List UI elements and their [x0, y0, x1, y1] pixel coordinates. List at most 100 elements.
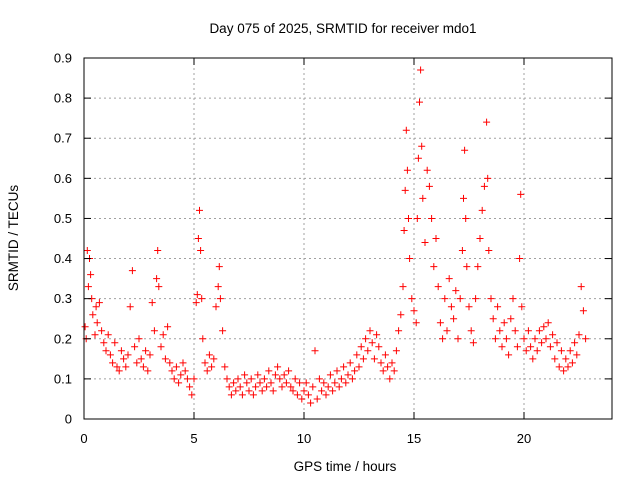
data-point	[474, 263, 482, 271]
data-point	[469, 339, 477, 347]
y-axis-label: SRMTID / TECUs	[6, 185, 21, 292]
data-point	[353, 351, 361, 359]
data-point	[212, 303, 220, 311]
data-point	[544, 319, 552, 327]
data-point	[560, 367, 568, 375]
data-point	[381, 351, 389, 359]
data-point	[318, 387, 326, 395]
data-point	[408, 295, 416, 303]
y-tick-label: 0.7	[54, 131, 72, 146]
data-point	[146, 351, 154, 359]
data-point	[164, 323, 172, 331]
data-point	[373, 331, 381, 339]
data-point	[109, 359, 117, 367]
data-point	[254, 371, 262, 379]
data-point	[535, 327, 543, 335]
data-point	[193, 291, 201, 299]
data-point	[81, 323, 89, 331]
data-point	[480, 182, 488, 190]
data-point	[366, 327, 374, 335]
data-point	[450, 315, 458, 323]
data-point	[410, 307, 418, 315]
data-point	[100, 339, 108, 347]
data-point	[401, 186, 409, 194]
data-point	[215, 263, 223, 271]
data-point	[194, 235, 202, 242]
data-point	[377, 359, 385, 367]
data-point	[293, 391, 301, 399]
data-point	[117, 347, 125, 355]
data-point	[388, 359, 396, 367]
data-point	[412, 319, 420, 327]
data-point	[472, 295, 480, 303]
x-tick-label: 10	[297, 431, 311, 446]
data-point	[177, 371, 185, 379]
data-point	[243, 379, 251, 387]
data-point	[309, 383, 317, 391]
data-point	[425, 182, 433, 190]
data-point	[131, 343, 139, 351]
data-point	[159, 331, 167, 339]
data-point	[400, 226, 408, 234]
data-point	[208, 363, 216, 371]
data-point	[102, 347, 110, 355]
x-tick-label: 5	[190, 431, 197, 446]
y-tick-label: 0	[65, 412, 72, 427]
data-point	[568, 359, 576, 367]
data-point	[205, 351, 213, 359]
data-point	[557, 347, 565, 355]
data-point	[291, 375, 299, 383]
data-point	[124, 351, 132, 359]
data-point	[263, 383, 271, 391]
data-point	[192, 299, 200, 307]
data-point	[496, 327, 504, 335]
data-point	[421, 239, 429, 247]
data-point	[357, 343, 365, 351]
data-point	[313, 395, 321, 403]
data-point	[533, 347, 541, 355]
data-point	[232, 387, 240, 395]
data-point	[463, 263, 471, 271]
data-point	[494, 303, 502, 311]
data-point	[329, 387, 337, 395]
data-point	[148, 299, 156, 307]
data-point	[210, 355, 218, 363]
data-point	[337, 375, 345, 383]
data-point	[214, 283, 222, 291]
data-point	[285, 367, 293, 375]
data-point	[483, 118, 491, 126]
data-point	[122, 363, 130, 371]
data-point	[439, 335, 447, 343]
data-point	[540, 323, 548, 331]
data-point	[527, 343, 535, 351]
data-point	[280, 371, 288, 379]
data-point	[509, 295, 517, 303]
data-point	[142, 347, 150, 355]
data-point	[500, 319, 508, 327]
x-axis-label: GPS time / hours	[294, 459, 397, 474]
data-point	[511, 327, 519, 335]
data-point	[186, 383, 194, 391]
data-point	[115, 367, 123, 375]
data-point	[476, 235, 484, 242]
data-point	[520, 335, 528, 343]
data-point	[287, 383, 295, 391]
data-point	[170, 375, 178, 383]
y-tick-label: 0.8	[54, 91, 72, 106]
data-point	[522, 347, 530, 355]
data-point	[575, 331, 583, 339]
data-point	[188, 391, 196, 399]
data-point	[502, 335, 510, 343]
data-point	[368, 339, 376, 347]
data-point	[274, 363, 282, 371]
data-point	[326, 371, 334, 379]
data-point	[198, 295, 206, 303]
data-point	[104, 331, 112, 339]
data-point	[344, 371, 352, 379]
data-point	[168, 367, 176, 375]
data-point	[579, 307, 587, 315]
data-point	[120, 355, 128, 363]
x-tick-label: 0	[80, 431, 87, 446]
